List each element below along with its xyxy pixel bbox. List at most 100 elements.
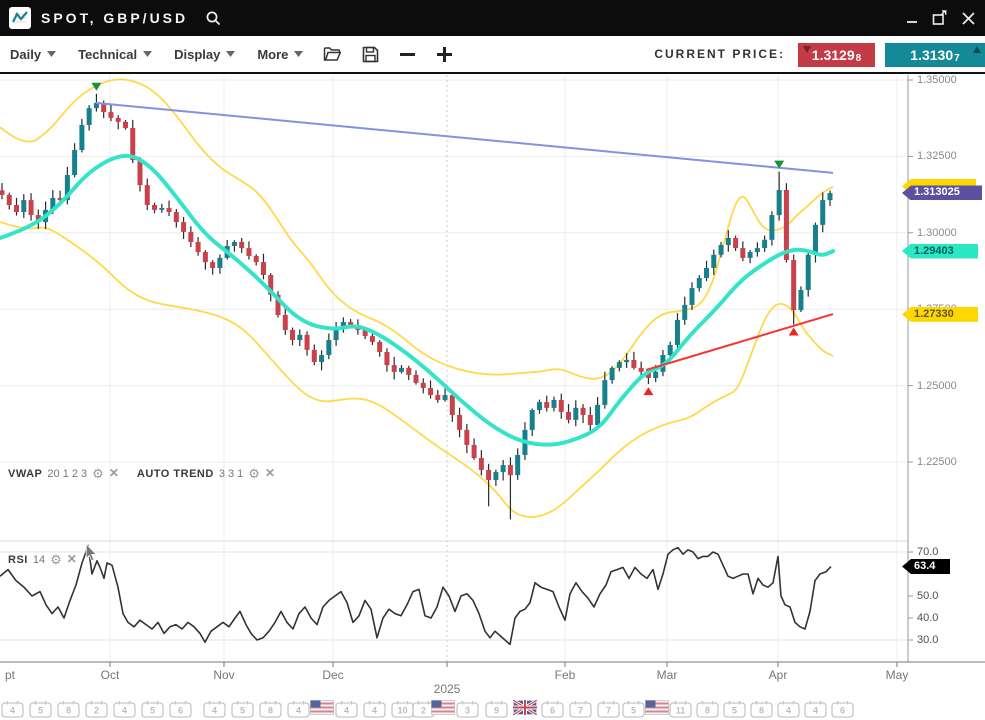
auto-trend-label: AUTO TREND	[136, 467, 214, 480]
zoom-out-button[interactable]	[399, 46, 416, 63]
svg-text:7: 7	[606, 706, 611, 716]
event-flag-us-icon[interactable]	[431, 700, 455, 720]
svg-text:2: 2	[421, 706, 426, 716]
ask-pip-value: 7	[954, 53, 960, 64]
close-icon[interactable]: ✕	[264, 466, 275, 480]
event-flag-uk-icon[interactable]	[512, 698, 538, 720]
toolbar: Daily Technical Display More	[0, 36, 985, 74]
zoom-in-button[interactable]	[436, 46, 453, 63]
event-calendar-icon[interactable]: 4	[113, 700, 136, 720]
close-icon[interactable]: ✕	[66, 552, 77, 566]
x-axis-year-label: 2025	[433, 682, 461, 696]
event-calendar-icon[interactable]: 5	[723, 700, 746, 720]
event-calendar-icon[interactable]: 4	[777, 700, 800, 720]
gear-icon[interactable]: ⚙	[92, 466, 104, 481]
svg-text:5: 5	[150, 706, 155, 716]
svg-text:4: 4	[122, 706, 127, 716]
svg-text:10: 10	[397, 706, 407, 716]
event-calendar-icon[interactable]: 4	[203, 700, 226, 720]
event-calendar-icon[interactable]: 8	[57, 700, 80, 720]
window-title: SPOT, GBP/USD	[41, 10, 189, 26]
menu-display[interactable]: Display	[174, 46, 236, 62]
bid-price-badge[interactable]: 1.3129 8	[798, 43, 875, 67]
auto-trend-params: 3 3 1	[218, 467, 244, 480]
vwap-label: VWAP	[8, 467, 43, 480]
chevron-down-icon	[294, 51, 304, 57]
x-axis-month-label: May	[885, 668, 909, 682]
event-calendar-icon[interactable]: 11	[669, 700, 692, 720]
svg-text:4: 4	[296, 706, 301, 716]
gear-icon[interactable]: ⚙	[50, 552, 62, 567]
event-calendar-icon[interactable]: 4	[804, 700, 827, 720]
event-calendar-icon[interactable]: 5	[29, 700, 52, 720]
open-folder-icon[interactable]	[323, 46, 342, 62]
menu-daily[interactable]: Daily	[10, 46, 57, 62]
event-calendar-icon[interactable]: 8	[750, 700, 773, 720]
window-titlebar: SPOT, GBP/USD	[0, 0, 985, 36]
y-axis-label: 1.32500	[917, 150, 957, 163]
arrow-down-icon	[803, 46, 811, 53]
mouse-cursor-icon	[85, 544, 98, 562]
event-calendar-icon[interactable]: 4	[1, 700, 24, 720]
menu-display-label: Display	[174, 46, 221, 62]
event-calendar-icon[interactable]: 4	[335, 700, 358, 720]
event-calendar-icon[interactable]: 9	[485, 700, 508, 720]
svg-text:8: 8	[705, 706, 710, 716]
event-calendar-icon[interactable]: 2	[85, 700, 108, 720]
svg-text:4: 4	[786, 706, 791, 716]
app-logo-icon	[9, 7, 31, 29]
event-calendar-icon[interactable]: 6	[169, 700, 192, 720]
event-flag-us-icon[interactable]	[310, 700, 334, 720]
event-calendar-icon[interactable]: 10	[391, 700, 414, 720]
x-axis-month-label: Nov	[213, 668, 235, 682]
rsi-axis-label: 50.0	[917, 590, 939, 602]
svg-text:4: 4	[344, 706, 349, 716]
event-calendar-icon[interactable]: 5	[231, 700, 254, 720]
save-icon[interactable]	[362, 46, 379, 63]
minimize-button[interactable]	[899, 5, 925, 31]
event-calendar-icon[interactable]: 6	[541, 700, 564, 720]
event-calendar-icon[interactable]: 5	[622, 700, 645, 720]
y-axis-label: 1.22500	[917, 456, 957, 468]
rsi-params: 14	[32, 553, 46, 566]
svg-text:6: 6	[840, 706, 845, 716]
x-axis-month-label: pt	[4, 668, 16, 682]
x-axis-month-label: Feb	[554, 668, 576, 682]
event-calendar-icon[interactable]: 5	[141, 700, 164, 720]
menu-daily-label: Daily	[10, 46, 42, 62]
svg-text:5: 5	[240, 706, 245, 716]
y-axis-label: 1.35000	[917, 74, 957, 86]
rsi-label: RSI	[8, 553, 28, 566]
ask-price-value: 1.3130	[910, 47, 954, 63]
menu-technical[interactable]: Technical	[78, 46, 153, 62]
bid-pip-value: 8	[855, 53, 862, 64]
arrow-up-icon	[973, 46, 981, 53]
event-calendar-icon[interactable]: 8	[696, 700, 719, 720]
event-calendar-icon[interactable]: 7	[569, 700, 592, 720]
svg-text:5: 5	[38, 706, 43, 716]
menu-technical-label: Technical	[78, 46, 138, 62]
popout-button[interactable]	[927, 5, 953, 31]
event-calendar-icon[interactable]: 4	[287, 700, 310, 720]
event-calendar-icon[interactable]: 8	[259, 700, 282, 720]
close-icon[interactable]	[955, 5, 981, 31]
event-calendar-icon[interactable]: 6	[831, 700, 854, 720]
ask-price-badge[interactable]: 1.3130 7	[885, 43, 985, 67]
svg-text:4: 4	[372, 706, 377, 716]
menu-more[interactable]: More	[257, 47, 304, 62]
svg-text:7: 7	[578, 706, 583, 716]
rsi-axis-label: 70.0	[917, 546, 939, 558]
search-icon[interactable]	[200, 5, 226, 31]
close-icon[interactable]: ✕	[108, 466, 119, 480]
svg-text:5: 5	[732, 706, 737, 716]
svg-text:4: 4	[212, 706, 217, 716]
event-calendar-icon[interactable]: 7	[597, 700, 620, 720]
event-flag-us-icon[interactable]	[645, 700, 669, 720]
svg-text:11: 11	[676, 706, 686, 716]
x-axis-month-label: Dec	[322, 668, 344, 682]
rsi-axis-label: 30.0	[917, 634, 939, 646]
gear-icon[interactable]: ⚙	[248, 466, 260, 481]
event-calendar-icon[interactable]: 4	[363, 700, 386, 720]
event-calendar-icon[interactable]: 3	[456, 700, 479, 720]
